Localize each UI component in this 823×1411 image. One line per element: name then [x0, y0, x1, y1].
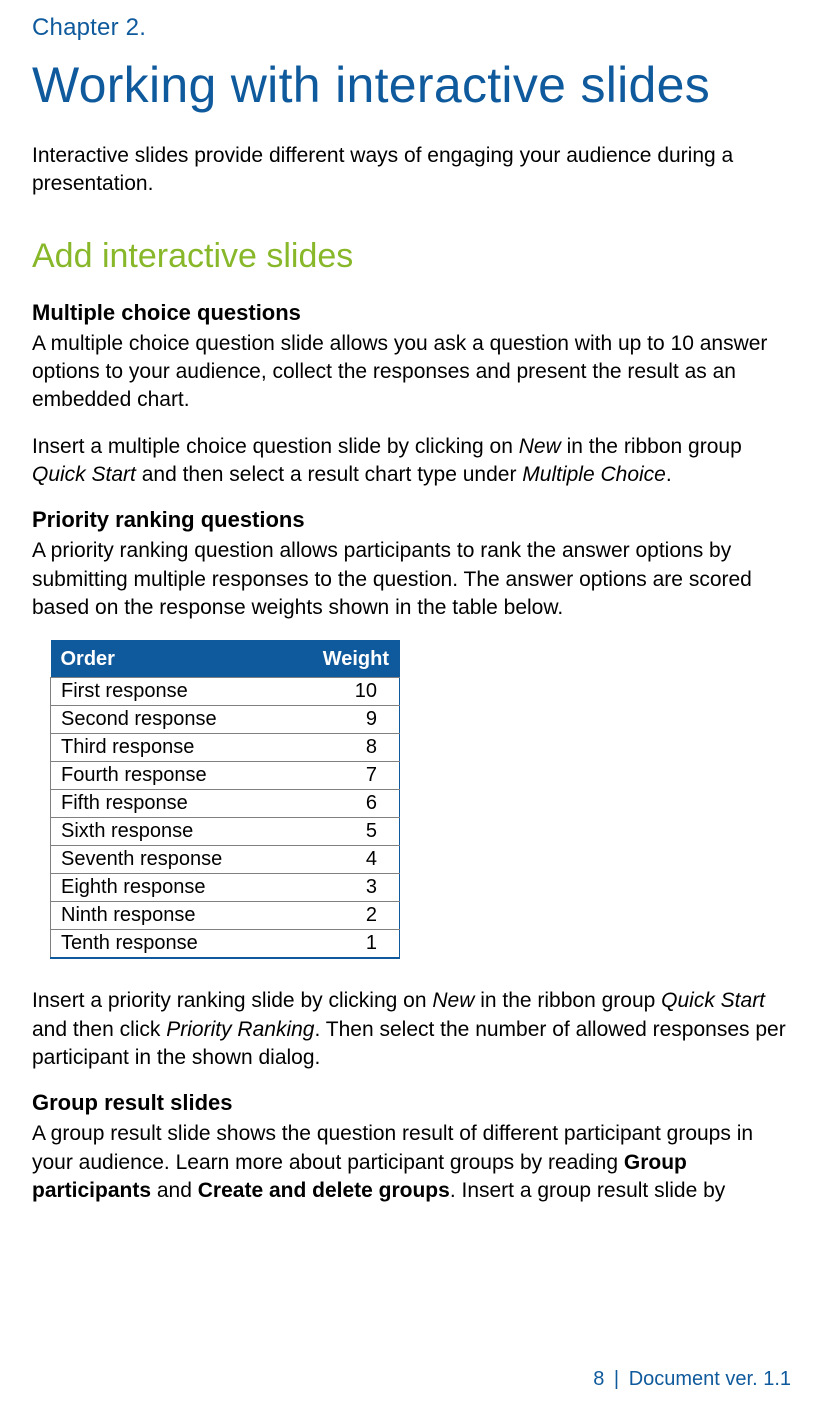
em-quick-start: Quick Start	[32, 463, 136, 486]
text: .	[666, 463, 672, 486]
em-multiple-choice: Multiple Choice	[522, 463, 666, 486]
cell-order: Fifth response	[51, 790, 287, 818]
cell-order: Sixth response	[51, 818, 287, 846]
footer-page-number: 8	[593, 1368, 604, 1390]
table-row: Ninth response2	[51, 902, 400, 930]
bold-create-delete-groups: Create and delete groups	[198, 1179, 450, 1202]
text: Insert a multiple choice question slide …	[32, 435, 519, 458]
table-header-row: Order Weight	[51, 641, 400, 678]
cell-weight: 8	[287, 734, 400, 762]
priority-para1: A priority ranking question allows parti…	[32, 537, 791, 622]
cell-order: Third response	[51, 734, 287, 762]
cell-order: Fourth response	[51, 762, 287, 790]
cell-order: Ninth response	[51, 902, 287, 930]
em-new: New	[432, 989, 474, 1012]
section-add-heading: Add interactive slides	[32, 237, 791, 276]
cell-weight: 2	[287, 902, 400, 930]
chapter-title: Working with interactive slides	[32, 56, 791, 114]
em-new: New	[519, 435, 561, 458]
cell-weight: 4	[287, 846, 400, 874]
mcq-para2: Insert a multiple choice question slide …	[32, 433, 791, 490]
cell-weight: 9	[287, 706, 400, 734]
table-row: Sixth response5	[51, 818, 400, 846]
priority-heading: Priority ranking questions	[32, 507, 791, 533]
table-row: Tenth response1	[51, 930, 400, 959]
chapter-label: Chapter 2.	[32, 14, 791, 42]
col-order-header: Order	[51, 641, 287, 678]
table-row: Second response9	[51, 706, 400, 734]
text: Insert a priority ranking slide by click…	[32, 989, 432, 1012]
group-para1: A group result slide shows the question …	[32, 1120, 791, 1205]
weight-table: Order Weight First response10Second resp…	[50, 640, 400, 959]
mcq-para1: A multiple choice question slide allows …	[32, 330, 791, 415]
cell-weight: 10	[287, 678, 400, 706]
table-row: Third response8	[51, 734, 400, 762]
text: and then click	[32, 1018, 166, 1041]
text: and	[151, 1179, 198, 1202]
table-row: Fifth response6	[51, 790, 400, 818]
cell-order: Eighth response	[51, 874, 287, 902]
text: in the ribbon group	[474, 989, 661, 1012]
cell-weight: 7	[287, 762, 400, 790]
table-row: Seventh response4	[51, 846, 400, 874]
text: in the ribbon group	[561, 435, 742, 458]
footer-separator: |	[610, 1368, 623, 1390]
page-footer: 8 | Document ver. 1.1	[593, 1368, 791, 1391]
cell-weight: 5	[287, 818, 400, 846]
mcq-heading: Multiple choice questions	[32, 300, 791, 326]
cell-order: Second response	[51, 706, 287, 734]
table-row: Eighth response3	[51, 874, 400, 902]
chapter-intro: Interactive slides provide different way…	[32, 142, 791, 199]
text: and then select a result chart type unde…	[136, 463, 522, 486]
cell-weight: 3	[287, 874, 400, 902]
text: . Insert a group result slide by	[450, 1179, 725, 1202]
footer-doc-version: Document ver. 1.1	[629, 1368, 791, 1390]
cell-order: Seventh response	[51, 846, 287, 874]
cell-order: First response	[51, 678, 287, 706]
col-weight-header: Weight	[287, 641, 400, 678]
cell-weight: 6	[287, 790, 400, 818]
cell-weight: 1	[287, 930, 400, 959]
em-priority-ranking: Priority Ranking	[166, 1018, 314, 1041]
table-row: Fourth response7	[51, 762, 400, 790]
group-heading: Group result slides	[32, 1090, 791, 1116]
priority-para2: Insert a priority ranking slide by click…	[32, 987, 791, 1072]
table-row: First response10	[51, 678, 400, 706]
em-quick-start: Quick Start	[661, 989, 765, 1012]
cell-order: Tenth response	[51, 930, 287, 959]
